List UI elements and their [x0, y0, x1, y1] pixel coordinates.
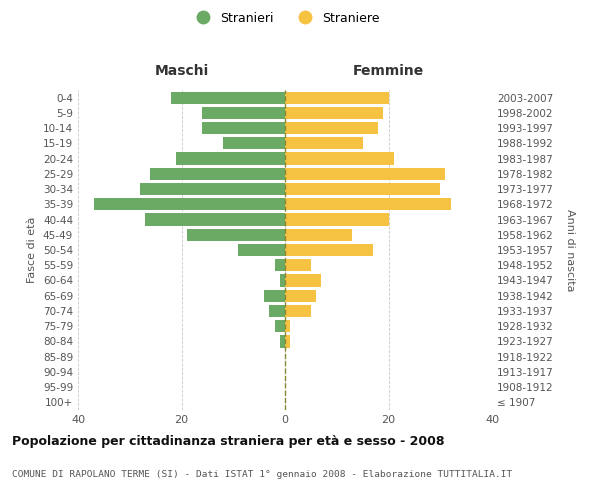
Bar	[285, 107, 383, 119]
Bar	[285, 198, 451, 210]
Y-axis label: Fasce di età: Fasce di età	[28, 217, 37, 283]
Bar	[285, 259, 311, 272]
Bar	[285, 274, 321, 286]
Bar	[285, 152, 394, 164]
Bar	[140, 183, 285, 195]
Bar	[285, 183, 440, 195]
Bar	[285, 168, 445, 180]
Bar	[280, 274, 285, 286]
Bar	[187, 228, 285, 241]
Bar	[285, 305, 311, 317]
Bar	[285, 336, 290, 347]
Bar	[285, 214, 389, 226]
Bar	[285, 290, 316, 302]
Text: Popolazione per cittadinanza straniera per età e sesso - 2008: Popolazione per cittadinanza straniera p…	[12, 435, 445, 448]
Bar	[285, 228, 352, 241]
Bar	[269, 305, 285, 317]
Bar	[285, 137, 362, 149]
Bar	[145, 214, 285, 226]
Bar	[275, 259, 285, 272]
Bar	[265, 290, 285, 302]
Bar	[285, 92, 389, 104]
Bar	[275, 320, 285, 332]
Bar	[238, 244, 285, 256]
Y-axis label: Anni di nascita: Anni di nascita	[565, 209, 575, 291]
Bar	[176, 152, 285, 164]
Text: COMUNE DI RAPOLANO TERME (SI) - Dati ISTAT 1° gennaio 2008 - Elaborazione TUTTIT: COMUNE DI RAPOLANO TERME (SI) - Dati IST…	[12, 470, 512, 479]
Bar	[223, 137, 285, 149]
Bar	[171, 92, 285, 104]
Bar	[202, 107, 285, 119]
Bar	[285, 320, 290, 332]
Text: Femmine: Femmine	[353, 64, 424, 78]
Bar	[285, 122, 378, 134]
Bar	[280, 336, 285, 347]
Bar	[151, 168, 285, 180]
Bar	[285, 244, 373, 256]
Text: Maschi: Maschi	[154, 64, 209, 78]
Bar	[94, 198, 285, 210]
Legend: Stranieri, Straniere: Stranieri, Straniere	[185, 6, 385, 30]
Bar	[202, 122, 285, 134]
